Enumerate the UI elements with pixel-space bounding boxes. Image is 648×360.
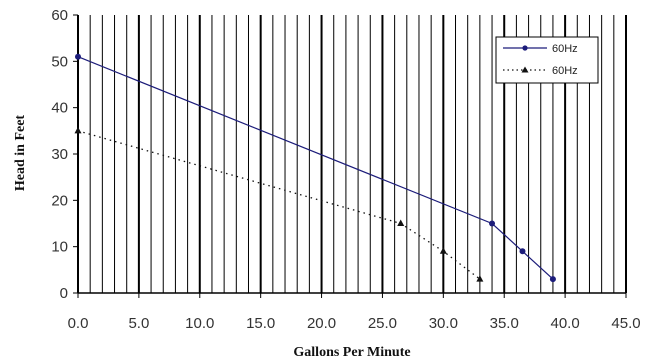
series-2-point [397,219,405,226]
series-1-point [519,248,526,255]
x-tick-label: 45.0 [611,315,640,332]
y-tick-label: 30 [51,146,68,163]
series-2-point [74,126,82,134]
x-tick-label: 15.0 [246,315,275,332]
x-tick-label: 25.0 [368,315,397,332]
legend-box [495,36,599,84]
legend-marker-series-1 [522,45,528,51]
x-tick-label: 20.0 [307,315,336,332]
y-tick-label: 0 [60,285,68,302]
series-lines [74,53,556,283]
series-1-line [77,56,554,280]
x-tick-label: 0.0 [68,315,89,332]
y-tick-label: 40 [51,100,68,117]
legend-label-series-1: 60Hz [552,43,578,55]
series-1-point [75,53,81,60]
legend-marker-series-2 [521,66,529,73]
y-tick-label: 60 [51,7,68,24]
y-axis-title: Head in Feet [13,115,28,192]
x-tick-label: 40.0 [551,315,580,332]
x-tick-label: 10.0 [185,315,214,332]
axes [73,14,627,298]
legend: 60Hz 60Hz [495,36,599,84]
x-tick-label: 30.0 [429,315,458,332]
grid-lines [77,15,627,293]
tick-labels: 0 10 20 30 40 50 60 0.0 5.0 10.0 15.0 20.0 25.0 30.0 3… [51,7,640,332]
x-axis-title: Gallons Per Minute [293,345,410,360]
series-1-point [549,276,556,283]
y-tick-label: 20 [51,192,68,209]
series-2-point [439,247,447,254]
series-2-point [476,275,484,282]
legend-label-series-2: 60Hz [552,65,578,77]
x-tick-label: 5.0 [128,315,149,332]
y-tick-label: 50 [51,53,68,70]
x-tick-label: 35.0 [490,315,519,332]
y-tick-label: 10 [51,239,68,256]
series-1-point [489,220,496,227]
